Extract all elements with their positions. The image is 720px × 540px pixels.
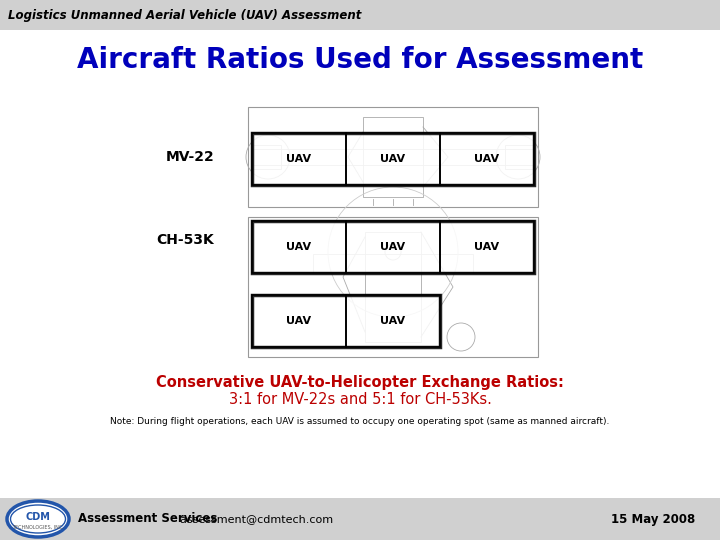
Text: Assessment Services: Assessment Services xyxy=(78,512,217,525)
Bar xyxy=(346,221,440,273)
Text: Note: During flight operations, each UAV is assumed to occupy one operating spot: Note: During flight operations, each UAV… xyxy=(110,417,610,427)
Text: UAV: UAV xyxy=(287,316,312,326)
Bar xyxy=(440,221,534,273)
Ellipse shape xyxy=(11,505,66,533)
Text: UAV: UAV xyxy=(474,242,500,252)
Bar xyxy=(253,149,533,165)
Text: CH-53K: CH-53K xyxy=(156,233,214,247)
Bar xyxy=(252,133,534,185)
Bar xyxy=(363,117,423,197)
Text: MV-22: MV-22 xyxy=(166,150,215,164)
Text: Logistics Unmanned Aerial Vehicle (UAV) Assessment: Logistics Unmanned Aerial Vehicle (UAV) … xyxy=(8,9,361,22)
Text: UAV: UAV xyxy=(287,242,312,252)
Bar xyxy=(252,295,346,347)
Text: Aircraft Ratios Used for Assessment: Aircraft Ratios Used for Assessment xyxy=(77,46,643,74)
Text: Conservative UAV-to-Helicopter Exchange Ratios:: Conservative UAV-to-Helicopter Exchange … xyxy=(156,375,564,389)
Text: 3:1 for MV-22s and 5:1 for CH-53Ks.: 3:1 for MV-22s and 5:1 for CH-53Ks. xyxy=(228,393,492,408)
Bar xyxy=(252,221,346,273)
Bar xyxy=(252,133,346,185)
Bar xyxy=(346,295,440,347)
Bar xyxy=(346,133,440,185)
Bar xyxy=(365,232,421,342)
Bar xyxy=(253,145,281,169)
Text: CDM: CDM xyxy=(26,512,50,522)
Bar xyxy=(248,107,538,207)
Text: assessment@cdmtech.com: assessment@cdmtech.com xyxy=(173,514,333,524)
Bar xyxy=(252,295,440,347)
Bar xyxy=(313,254,473,272)
Text: 15 May 2008: 15 May 2008 xyxy=(611,512,695,525)
Text: UAV: UAV xyxy=(380,154,405,164)
Bar xyxy=(440,133,534,185)
Bar xyxy=(0,498,720,540)
Bar xyxy=(252,221,534,273)
Text: UAV: UAV xyxy=(380,242,405,252)
Text: TECHNOLOGIES, INC.: TECHNOLOGIES, INC. xyxy=(12,524,64,530)
Bar xyxy=(248,217,538,357)
Text: UAV: UAV xyxy=(380,316,405,326)
Text: UAV: UAV xyxy=(287,154,312,164)
Bar xyxy=(0,0,720,30)
Text: UAV: UAV xyxy=(474,154,500,164)
Ellipse shape xyxy=(7,501,69,537)
Bar xyxy=(505,145,533,169)
